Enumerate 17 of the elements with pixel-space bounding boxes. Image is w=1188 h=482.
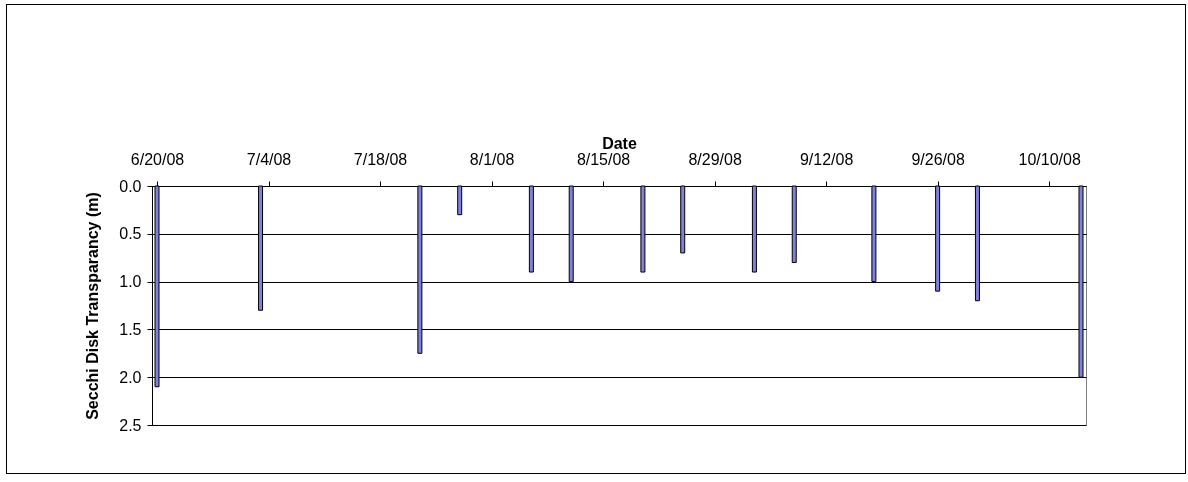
x-tick-label: 9/26/08 — [911, 150, 965, 168]
x-tick-label: 7/18/08 — [353, 150, 408, 168]
y-tick-label: 2.5 — [119, 416, 142, 434]
y-tick-label: 0.5 — [119, 225, 142, 243]
y-axis-title: Secchi Disk Transparancy (m) — [84, 192, 102, 420]
x-tick-label: 8/15/08 — [576, 150, 631, 168]
y-tick-label: 2.0 — [119, 368, 142, 386]
y-tick-label: 0.0 — [119, 177, 142, 195]
x-axis-title: Date — [602, 134, 637, 152]
x-tick-label: 9/12/08 — [799, 150, 854, 168]
x-tick-label: 7/4/08 — [246, 150, 292, 168]
x-tick-label: 8/1/08 — [469, 150, 515, 168]
x-tick-label: 6/20/08 — [130, 150, 185, 168]
x-tick-label: 8/29/08 — [688, 150, 742, 168]
y-tick-label: 1.0 — [119, 273, 142, 291]
y-tick-label: 1.5 — [119, 320, 142, 338]
x-tick-label: 10/10/08 — [1018, 150, 1081, 168]
